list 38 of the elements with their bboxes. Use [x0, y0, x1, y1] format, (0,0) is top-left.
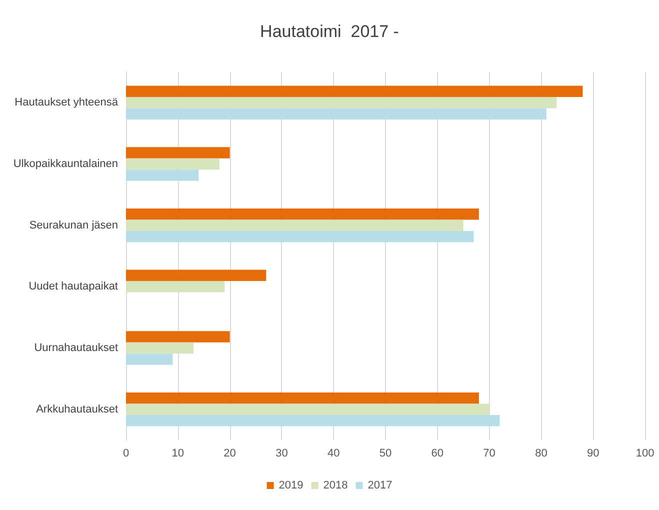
bar	[126, 331, 230, 342]
bar	[126, 392, 479, 404]
x-tick-label: 50	[379, 448, 392, 460]
bar	[126, 414, 500, 426]
legend-label: 2018	[323, 480, 348, 492]
bar	[126, 86, 583, 98]
x-tick-label: 20	[224, 448, 236, 460]
y-tick-label: Uurnahautaukset	[34, 342, 118, 354]
bar	[126, 281, 225, 292]
y-tick-label: Seurakunan jäsen	[29, 219, 118, 232]
chart-title: Hautatoimi 2017 -	[260, 22, 399, 41]
bar	[126, 230, 474, 242]
bar	[126, 404, 490, 415]
x-tick-label: 30	[276, 448, 288, 460]
x-tick-label: 10	[172, 448, 184, 460]
y-tick-label: Hautaukset yhteensä	[14, 96, 119, 109]
bar	[126, 220, 464, 231]
bar	[126, 158, 220, 170]
bar	[126, 208, 479, 220]
x-tick-label: 60	[431, 448, 444, 460]
legend-label: 2017	[368, 480, 392, 492]
bar	[126, 270, 266, 282]
x-tick-label: 0	[122, 448, 130, 460]
bar	[126, 170, 199, 181]
y-tick-label: Uudet hautapaikat	[28, 280, 118, 293]
bar	[126, 342, 194, 354]
y-tick-label: Arkkuhautaukset	[36, 403, 118, 416]
bar	[126, 108, 546, 120]
bar	[126, 147, 230, 158]
bar	[126, 354, 173, 365]
x-tick-label: 90	[586, 448, 600, 460]
y-tick-label: Ulkopaikkauntalainen	[13, 158, 118, 170]
bar	[126, 97, 557, 108]
x-tick-label: 40	[327, 448, 340, 460]
x-tick-label: 70	[483, 448, 496, 460]
x-tick-label: 80	[535, 448, 548, 460]
legend-label: 2019	[278, 480, 304, 492]
x-tick-label: 100	[636, 448, 654, 460]
